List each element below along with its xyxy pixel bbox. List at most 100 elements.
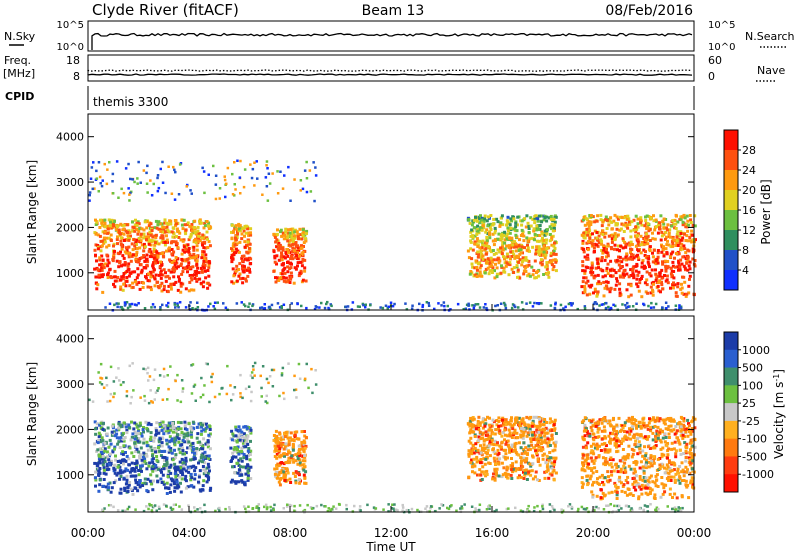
range-time-cell [153,305,156,309]
range-time-cell [545,272,549,276]
range-time-cell [203,429,207,433]
range-time-cell [98,175,102,179]
range-time-cell [479,461,482,465]
range-time-cell [233,480,237,484]
range-time-cell [160,428,164,432]
range-time-cell [686,259,690,263]
range-time-cell [291,250,294,254]
range-time-cell [94,232,98,236]
range-time-cell [154,233,158,237]
range-time-cell [280,234,284,238]
range-time-cell [544,461,548,465]
range-time-cell [676,282,680,286]
range-time-cell [109,233,113,237]
range-time-cell [276,441,280,445]
range-time-cell [201,243,204,247]
range-time-cell [544,249,548,253]
range-time-cell [505,468,509,472]
range-time-cell [641,467,645,471]
sky-right-tick-top: 10^5 [708,20,735,31]
range-time-cell [308,169,312,172]
range-time-cell [109,239,113,242]
range-time-cell [105,236,108,240]
range-time-cell [177,306,180,309]
range-time-cell [473,446,477,450]
range-time-cell [509,250,513,254]
range-time-cell [163,230,167,234]
range-time-cell [152,439,156,443]
range-time-cell [483,446,487,450]
range-time-cell [478,421,482,425]
range-time-cell [201,253,204,257]
range-time-cell [535,453,539,457]
range-time-cell [582,216,586,219]
range-time-cell [183,420,187,424]
range-time-cell [171,235,175,239]
range-time-cell [122,239,126,242]
range-time-cell [535,224,539,228]
range-time-cell [101,230,105,234]
range-time-cell [596,282,599,286]
range-time-cell [202,260,206,263]
range-time-cell [152,268,156,272]
range-time-cell [520,223,524,227]
range-time-cell [303,430,306,433]
range-time-cell [112,256,116,260]
range-time-cell [597,280,601,284]
range-time-cell [670,441,674,445]
range-time-cell [446,304,449,308]
range-time-cell [238,240,242,244]
range-time-cell [589,214,593,217]
range-time-cell [505,244,509,248]
range-time-cell [112,244,115,248]
range-time-cell [620,216,624,219]
range-time-cell [121,274,125,278]
range-time-cell [299,179,303,182]
range-time-cell [109,462,113,465]
range-time-cell [620,489,624,493]
range-time-cell [513,428,517,432]
range-time-cell [478,274,481,278]
range-time-cell [251,303,255,306]
range-time-cell [534,434,538,438]
range-time-cell [508,231,512,235]
range-time-cell [118,469,122,473]
range-time-cell [468,424,472,428]
range-time-cell [182,459,186,463]
range-time-cell [154,219,158,223]
range-time-cell [483,424,487,428]
range-time-cell [115,428,119,432]
range-time-cell [477,231,481,235]
range-time-cell [609,306,613,310]
range-time-cell [546,428,550,432]
range-time-cell [647,257,651,261]
range-time-cell [603,450,607,454]
range-time-cell [551,449,555,453]
range-time-cell [427,304,431,307]
range-time-cell [482,443,486,447]
range-time-cell [475,237,479,241]
power-scatter-layer [88,159,697,312]
range-time-cell [625,263,629,267]
range-time-cell [669,286,672,290]
range-time-cell [631,272,635,276]
range-time-cell [499,445,503,449]
range-time-cell [548,438,552,442]
range-time-cell [204,474,208,478]
range-time-cell [175,478,179,482]
range-time-cell [125,279,129,283]
range-time-cell [619,227,623,231]
range-time-cell [233,439,236,442]
range-time-cell [477,435,481,439]
range-time-cell [207,240,211,244]
range-time-cell [164,191,167,195]
colorbar-tick-label: 4 [742,264,749,277]
range-time-cell [487,428,491,432]
range-time-cell [600,442,604,446]
range-time-cell [606,242,610,246]
range-time-cell [501,223,505,227]
range-time-cell [685,214,689,218]
range-time-cell [475,232,479,236]
range-time-cell [629,229,633,233]
range-time-cell [174,235,178,238]
